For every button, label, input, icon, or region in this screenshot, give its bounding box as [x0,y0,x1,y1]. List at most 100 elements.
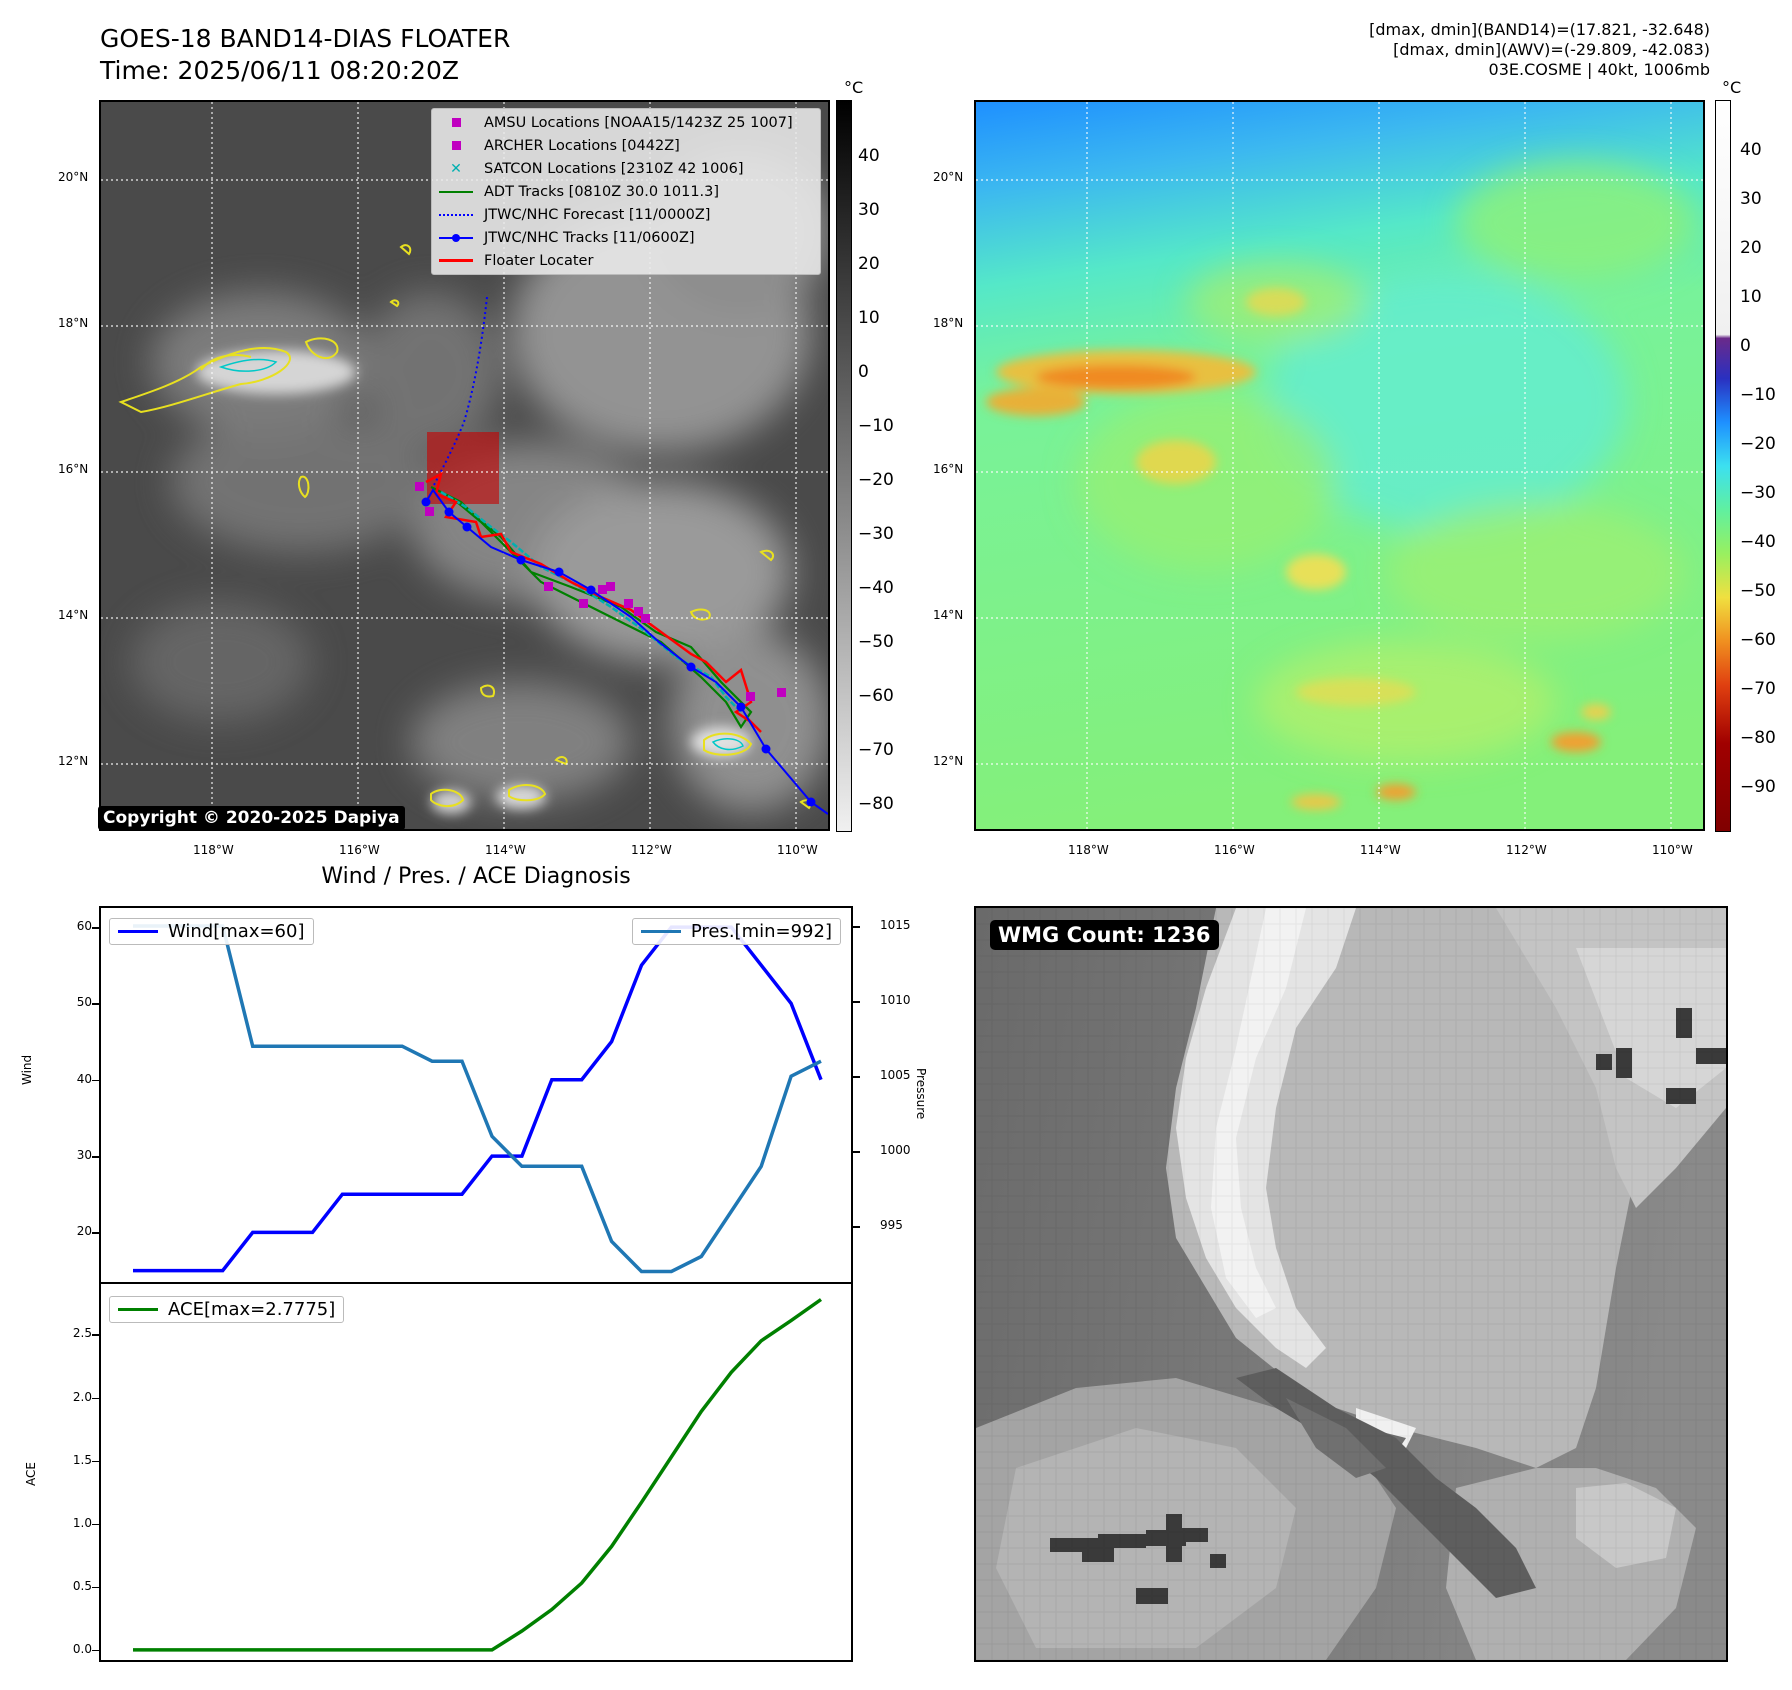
pressure-legend: Pres.[min=992] [631,918,841,945]
forecast-track [433,296,488,486]
line-dot-icon [438,231,474,245]
axis-tick-label: 0.0 [72,1641,92,1656]
wv-colorbar [1715,100,1731,832]
legend-item-floater: Floater Locater [432,249,820,272]
wmg-imagery [976,908,1726,1660]
lon-label: 110°W [777,843,818,857]
ace-chart [133,1298,823,1652]
axis-tick-mark [92,1523,99,1526]
axis-tick-mark [92,1079,99,1082]
ir-colorbar [836,100,852,832]
pressure-axis-label: Pressure [914,1068,928,1120]
lat-label: 16°N [58,462,89,476]
lon-label: 112°W [631,843,672,857]
axis-tick-label: 30 [76,1148,92,1163]
axis-tick-mark [853,926,860,928]
lat-label: 18°N [58,316,89,330]
legend-item-archer: ARCHER Locations [0442Z] [432,134,820,157]
axis-tick-mark [92,1334,99,1336]
axis-tick-mark [92,1397,99,1400]
ir-colorbar-unit: °C [844,78,864,97]
legend-item-amsu: AMSU Locations [NOAA15/1423Z 25 1007] [432,111,820,134]
lon-label: 116°W [339,843,380,857]
ace-legend: ACE[max=2.7775] [109,1296,345,1323]
axis-tick-mark [92,1649,99,1652]
ir-map-panel: AMSU Locations [NOAA15/1423Z 25 1007] AR… [99,100,830,831]
ace-series-line [133,1298,823,1652]
lat-label: 12°N [933,754,964,768]
wmg-panel [974,906,1728,1662]
axis-tick-mark [92,1232,99,1234]
wmg-count-badge: WMG Count: 1236 [990,920,1219,950]
diagnosis-title: Wind / Pres. / ACE Diagnosis [321,864,631,889]
steelblue-line-icon [640,930,681,933]
map-timestamp: Time: 2025/06/11 08:20:20Z [100,56,459,85]
wind-pressure-panel: Wind[max=60] Pres.[min=992] [99,906,853,1284]
solid-line-icon [438,185,474,199]
wind-pressure-chart [133,924,823,1274]
axis-tick-label: 995 [880,1218,903,1233]
axis-tick-label: 1.5 [72,1452,92,1467]
legend-item-adt: ADT Tracks [0810Z 30.0 1011.3] [432,180,820,203]
adt-track [430,486,753,730]
axis-tick-label: 1.0 [72,1515,92,1530]
lat-label: 18°N [933,316,964,330]
axis-tick-label: 50 [76,995,92,1010]
dotted-line-icon [438,208,474,222]
axis-tick-label: 1015 [880,918,911,933]
axis-tick-label: 60 [76,919,92,934]
wv-map-panel [974,100,1705,831]
lon-label: 110°W [1652,843,1693,857]
axis-tick-mark [853,1076,860,1078]
lon-label: 114°W [485,843,526,857]
map-title: GOES-18 BAND14-DIAS FLOATER [100,24,511,53]
wv-colorbar-unit: °C [1722,78,1742,97]
square-marker-icon [438,139,474,153]
dmax-dmin-info: [dmax, dmin](BAND14)=(17.821, -32.648) [… [1369,20,1710,80]
storm-info: 03E.COSME | 40kt, 1006mb [1488,60,1710,79]
lon-label: 118°W [193,843,234,857]
axis-tick-label: 2.5 [72,1326,92,1341]
wv-imagery [976,102,1703,829]
jtwc-track [425,488,828,815]
wind-legend: Wind[max=60] [109,918,314,945]
axis-tick-label: 1010 [880,993,911,1008]
pressure-series-line [133,924,822,1274]
ace-axis-label: ACE [24,1462,38,1486]
axis-tick-mark [92,1460,99,1463]
wind-axis-label: Wind [20,1054,34,1085]
lon-label: 114°W [1360,843,1401,857]
axis-tick-label: 1000 [880,1143,911,1158]
axis-tick-mark [853,1151,860,1153]
lat-label: 14°N [933,608,964,622]
axis-tick-label: 40 [76,1071,92,1086]
axis-tick-mark [853,1226,860,1228]
axis-tick-mark [853,1001,860,1003]
legend-item-tracks: JTWC/NHC Tracks [11/0600Z] [432,226,820,249]
lon-label: 118°W [1068,843,1109,857]
green-line-icon [118,1308,158,1311]
axis-tick-label: 20 [76,1224,92,1239]
copyright-badge: Copyright © 2020-2025 Dapiya [98,806,405,830]
legend-item-forecast: JTWC/NHC Forecast [11/0000Z] [432,203,820,226]
band14-range: [dmax, dmin](BAND14)=(17.821, -32.648) [1369,20,1710,39]
blue-line-icon [118,930,158,933]
axis-tick-label: 0.5 [72,1578,92,1593]
lat-label: 12°N [58,754,89,768]
solid-line-icon [438,254,474,268]
square-marker-icon [438,116,474,130]
ir-map-legend: AMSU Locations [NOAA15/1423Z 25 1007] AR… [431,108,821,275]
axis-tick-mark [92,927,99,929]
x-marker-icon: ✕ [450,160,462,177]
floater-box [427,432,499,504]
awv-range: [dmax, dmin](AWV)=(-29.809, -42.083) [1393,40,1710,59]
axis-tick-mark [92,1003,99,1005]
lat-label: 20°N [933,170,964,184]
axis-tick-label: 2.0 [72,1389,92,1404]
lat-label: 14°N [58,608,89,622]
axis-tick-label: 1005 [880,1068,911,1083]
axis-tick-mark [92,1586,99,1589]
lon-label: 112°W [1506,843,1547,857]
lat-label: 16°N [933,462,964,476]
legend-item-satcon: ✕ SATCON Locations [2310Z 42 1006] [432,157,820,180]
